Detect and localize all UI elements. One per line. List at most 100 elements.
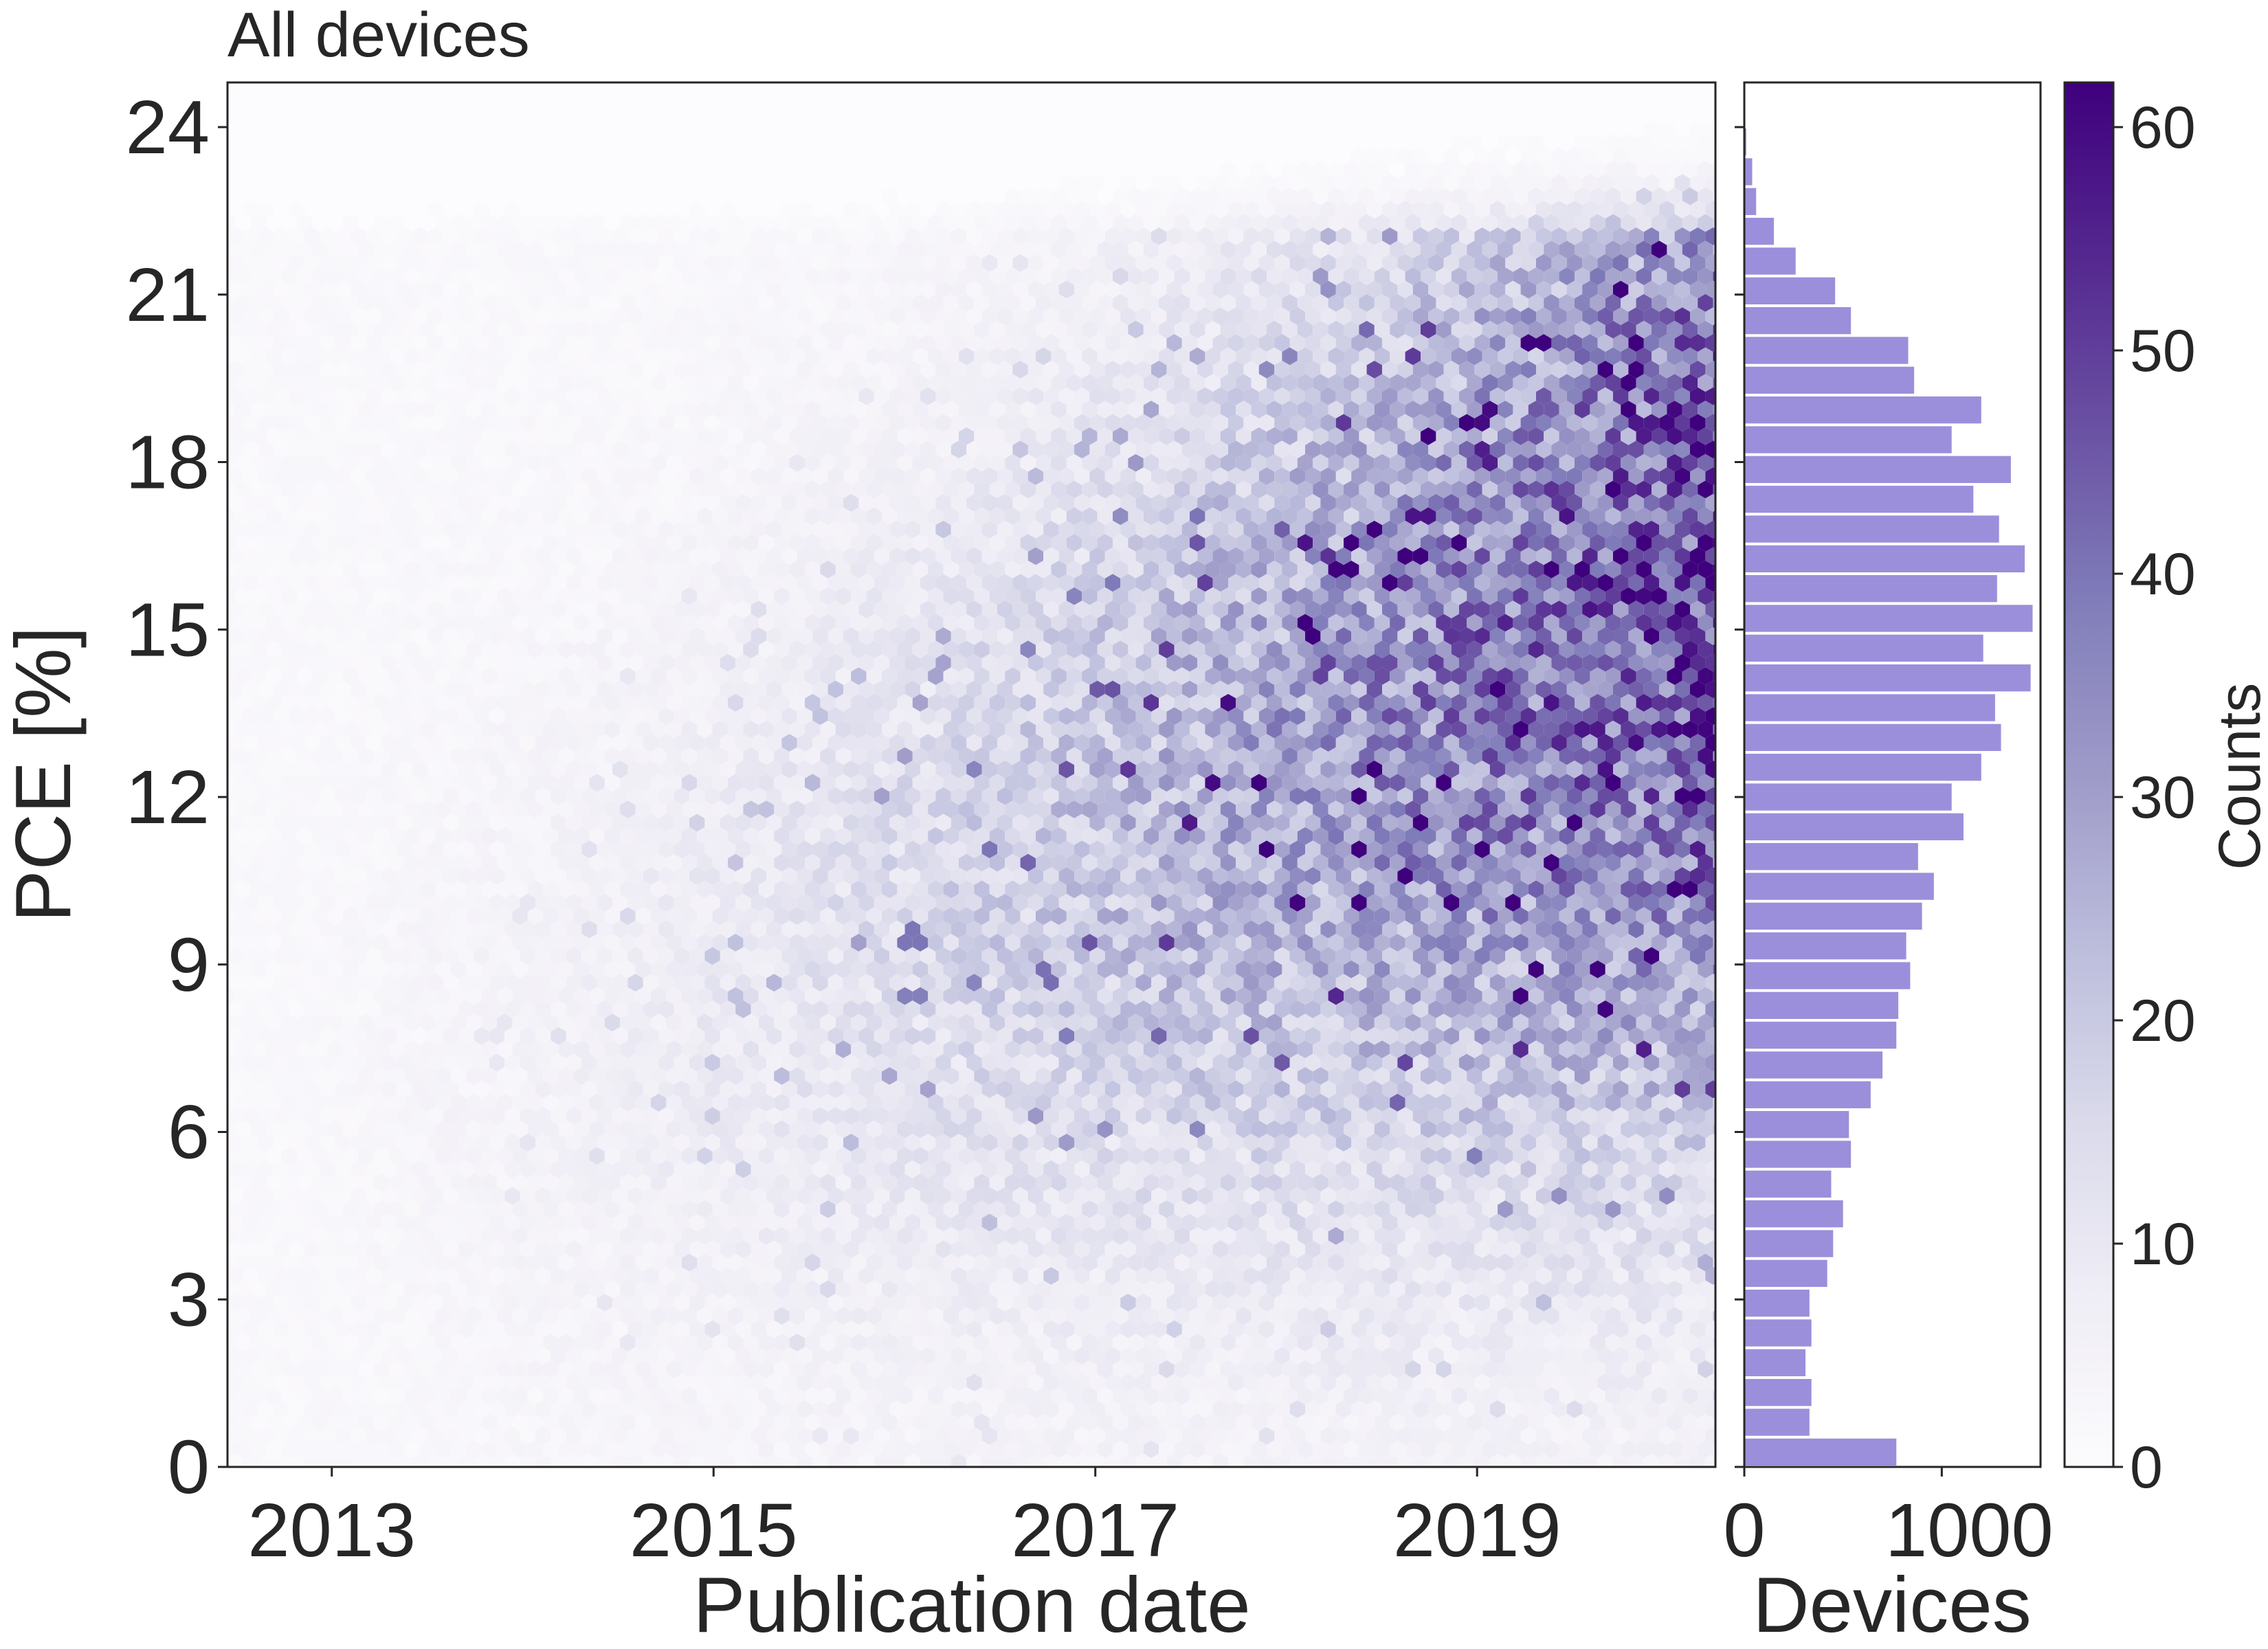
hex-cell	[397, 1320, 412, 1338]
hex-cell	[1181, 1426, 1198, 1445]
hex-cell	[1320, 1453, 1336, 1467]
hex-cell	[789, 1413, 805, 1432]
hex-cell	[512, 1334, 528, 1351]
hex-cell	[1582, 1320, 1598, 1338]
hex-cell	[950, 1373, 967, 1392]
hex-cell	[235, 1467, 250, 1485]
hex-cell	[212, 921, 227, 939]
hex-cell	[1575, 1360, 1590, 1378]
hex-cell	[1212, 1453, 1228, 1467]
hex-cell	[1289, 1320, 1305, 1338]
hex-cell	[1359, 1387, 1375, 1405]
hex-cell	[489, 1293, 505, 1312]
hex-cell	[1520, 1373, 1536, 1392]
hex-cell	[1451, 1360, 1467, 1378]
hex-cell	[1012, 1347, 1028, 1365]
hex-cell	[389, 1334, 405, 1351]
hex-cell	[1058, 1453, 1074, 1467]
hex-cell	[243, 1293, 258, 1312]
hex-cell	[1467, 1307, 1482, 1325]
hex-cell	[389, 1307, 405, 1325]
hex-cell	[574, 1440, 590, 1459]
hex-cell	[1012, 1426, 1028, 1445]
hex-cell	[1721, 894, 1736, 912]
hex-cell	[1621, 1413, 1636, 1432]
hex-cell	[1220, 1440, 1236, 1459]
hex-cell	[1482, 1334, 1498, 1351]
hex-cell	[1382, 1347, 1398, 1365]
hex-cell	[1005, 1440, 1021, 1459]
hex-cell	[1274, 1347, 1290, 1365]
hex-cell	[604, 1413, 621, 1432]
hex-cell	[450, 1360, 467, 1378]
hex-cell	[820, 1440, 836, 1459]
hex-cell	[681, 1440, 698, 1459]
hex-cell	[1221, 1467, 1236, 1485]
hex-cell	[1027, 1293, 1044, 1312]
hex-cell	[1482, 1387, 1498, 1405]
hex-cell	[227, 1440, 236, 1459]
hex-cell	[212, 814, 227, 832]
hex-cell	[1097, 1413, 1113, 1432]
hex-cell	[751, 1293, 766, 1312]
hex-cell	[1359, 1467, 1374, 1485]
hex-cell	[1267, 1440, 1282, 1459]
hex-cell	[1428, 1453, 1444, 1467]
hex-cell	[1713, 1467, 1728, 1485]
hex-cell	[204, 880, 219, 898]
hex-cell	[327, 1413, 343, 1432]
hex-cell	[720, 1453, 736, 1467]
hex-cell	[435, 1360, 451, 1378]
hex-cell	[589, 1307, 605, 1325]
hex-cell	[950, 1320, 967, 1338]
hex-cell	[966, 1320, 982, 1338]
hex-cell	[1489, 1347, 1506, 1365]
hex-cell	[1597, 1293, 1613, 1312]
hex-cell	[1051, 1334, 1067, 1351]
hex-cell	[981, 1453, 997, 1467]
hex-cell	[1251, 1387, 1267, 1405]
hex-cell	[281, 1360, 297, 1378]
hex-cell	[304, 1400, 320, 1418]
hex-cell	[1559, 1467, 1575, 1485]
hex-cell	[1451, 1307, 1467, 1325]
hex-cell	[351, 1373, 366, 1392]
hex-cell	[474, 1453, 489, 1467]
hex-cell	[1074, 1426, 1090, 1445]
hex-cell	[1036, 1360, 1052, 1378]
hex-cell	[497, 1387, 513, 1405]
hex-cell	[274, 1400, 289, 1418]
hex-cell	[289, 1293, 304, 1312]
hex-cell	[373, 1387, 390, 1405]
hex-cell	[1474, 1347, 1490, 1365]
hex-cell	[812, 1347, 828, 1365]
hex-cell	[1382, 1320, 1398, 1338]
hex-cell	[805, 1413, 821, 1432]
hex-cell	[889, 1400, 905, 1418]
hex-cell	[1566, 1453, 1583, 1467]
hex-cell	[581, 1320, 597, 1338]
hex-cell	[1151, 1347, 1167, 1365]
hex-cell	[443, 1426, 458, 1445]
hex-cell	[1104, 1373, 1121, 1392]
hex-cell	[1721, 1373, 1736, 1391]
hex-cell	[697, 1334, 713, 1351]
hex-cell	[1351, 1373, 1367, 1392]
hex-cell	[904, 1320, 920, 1338]
hex-cell	[1628, 1293, 1644, 1312]
hex-cell	[212, 1294, 227, 1312]
hex-cell	[735, 1293, 751, 1312]
hex-cell	[589, 1440, 605, 1459]
hex-cell	[535, 1373, 551, 1392]
hex-cell	[1559, 1440, 1575, 1459]
hex-cell	[743, 1307, 759, 1325]
hex-cell	[774, 1360, 790, 1378]
hex-cell	[1344, 1387, 1359, 1405]
hex-cell	[266, 1387, 282, 1405]
hex-cell	[1628, 1320, 1644, 1338]
hex-cell	[1043, 1453, 1059, 1467]
hex-cell	[358, 1440, 374, 1459]
hex-cell	[835, 1307, 852, 1325]
hex-cell	[1390, 1467, 1405, 1485]
hex-cell	[928, 1307, 944, 1325]
